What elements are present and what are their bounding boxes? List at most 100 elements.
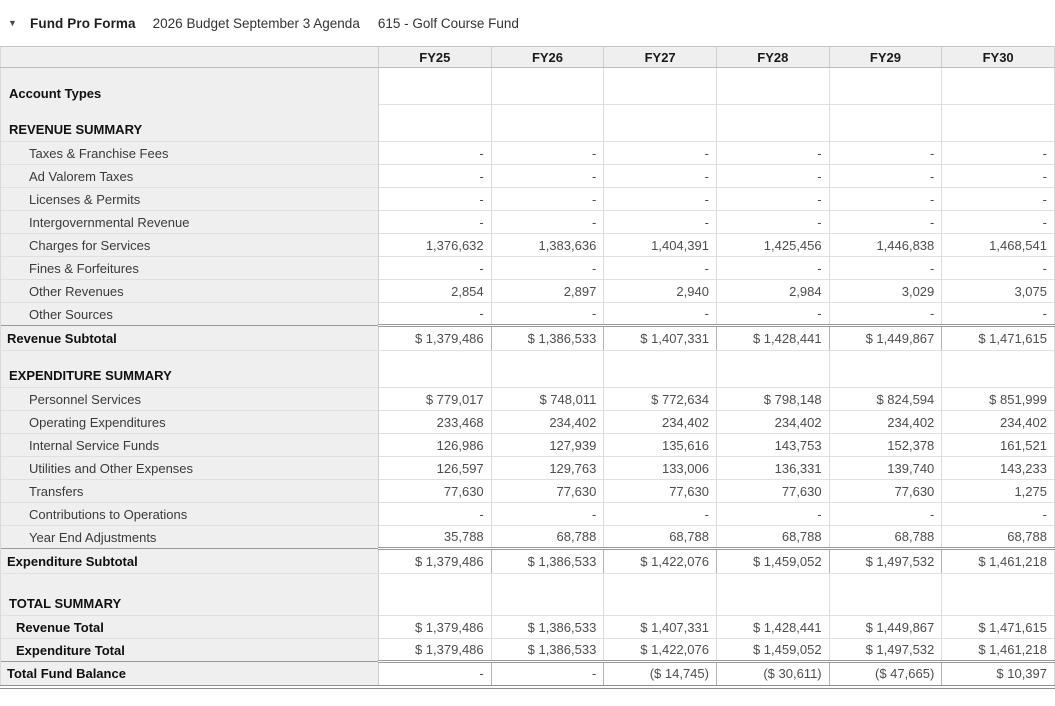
value-cell: -: [828, 164, 942, 188]
value-cell: -: [828, 502, 942, 526]
value-cell: -: [378, 256, 492, 280]
value-cell: $ 1,497,532: [828, 547, 942, 574]
value-cell: -: [715, 187, 830, 211]
row-label: Other Sources: [0, 302, 379, 326]
value-cell: -: [603, 141, 717, 165]
value-cell: -: [941, 141, 1055, 165]
fund-context-label: 615 - Golf Course Fund: [377, 15, 519, 31]
value-cell: 68,788: [828, 525, 942, 549]
value-cell: 77,630: [715, 479, 830, 503]
value-cell: [941, 104, 1055, 142]
value-cell: 1,275: [941, 479, 1055, 503]
table-row: TOTAL SUMMARY: [0, 573, 1055, 616]
value-cell: -: [490, 660, 604, 689]
value-cell: [941, 573, 1055, 616]
value-cell: -: [603, 256, 717, 280]
table-row: Taxes & Franchise Fees - - - - - -: [0, 141, 1055, 165]
value-cell: -: [715, 302, 830, 326]
value-cell: -: [603, 187, 717, 211]
value-cell: -: [490, 256, 604, 280]
value-cell: $ 1,386,533: [490, 547, 604, 574]
value-cell: [828, 350, 942, 388]
value-cell: 127,939: [490, 433, 604, 457]
value-cell: -: [941, 256, 1055, 280]
row-label: Revenue Total: [0, 615, 379, 639]
value-cell: -: [715, 210, 830, 234]
value-cell: $ 10,397: [941, 660, 1055, 689]
row-label: Revenue Subtotal: [0, 325, 379, 351]
value-cell: 77,630: [828, 479, 942, 503]
table-row: Ad Valorem Taxes - - - - - -: [0, 164, 1055, 188]
table-row: Contributions to Operations - - - - - -: [0, 502, 1055, 526]
row-label: Licenses & Permits: [0, 187, 379, 211]
value-cell: -: [828, 187, 942, 211]
value-cell: -: [378, 210, 492, 234]
row-label: Transfers: [0, 479, 379, 503]
value-cell: ($ 47,665): [828, 660, 942, 689]
value-cell: [490, 104, 604, 142]
value-cell: $ 1,471,615: [941, 615, 1055, 639]
value-cell: 77,630: [603, 479, 717, 503]
value-cell: -: [378, 502, 492, 526]
value-cell: [490, 67, 604, 105]
table-row: EXPENDITURE SUMMARY: [0, 350, 1055, 388]
value-cell: -: [941, 502, 1055, 526]
value-cell: 126,986: [378, 433, 492, 457]
value-cell: 143,753: [715, 433, 830, 457]
value-cell: 1,404,391: [603, 233, 717, 257]
table-row: Revenue Total $ 1,379,486 $ 1,386,533 $ 1,4…: [0, 615, 1055, 639]
table-row: Total Fund Balance - - ($ 14,745) ($ 30,611)…: [0, 660, 1055, 689]
value-cell: -: [490, 302, 604, 326]
value-cell: 77,630: [490, 479, 604, 503]
table-row: Operating Expenditures 233,468 234,402 234,…: [0, 410, 1055, 434]
value-cell: $ 748,011: [490, 387, 604, 411]
value-cell: 2,897: [490, 279, 604, 303]
value-cell: 68,788: [603, 525, 717, 549]
value-cell: [603, 350, 717, 388]
value-cell: [715, 350, 830, 388]
value-cell: -: [715, 256, 830, 280]
value-cell: [378, 67, 492, 105]
value-cell: 129,763: [490, 456, 604, 480]
value-cell: -: [490, 187, 604, 211]
value-cell: -: [941, 187, 1055, 211]
value-cell: -: [828, 256, 942, 280]
value-cell: -: [941, 164, 1055, 188]
value-cell: [603, 104, 717, 142]
value-cell: -: [378, 187, 492, 211]
page-title: Fund Pro Forma: [30, 15, 136, 31]
value-cell: 126,597: [378, 456, 492, 480]
value-cell: [828, 67, 942, 105]
pro-forma-table-body: Account Types REVENUE SUMMARY Taxes & Fran…: [0, 67, 1055, 689]
value-cell: [490, 573, 604, 616]
column-header: FY27: [603, 46, 717, 68]
row-label: Expenditure Subtotal: [0, 548, 379, 574]
value-cell: [490, 350, 604, 388]
column-header: FY30: [941, 46, 1055, 68]
value-cell: -: [378, 302, 492, 326]
row-label: Utilities and Other Expenses: [0, 456, 379, 480]
value-cell: -: [715, 141, 830, 165]
row-label: EXPENDITURE SUMMARY: [0, 350, 379, 388]
value-cell: $ 1,459,052: [715, 547, 830, 574]
column-header: FY29: [828, 46, 942, 68]
budget-context-label: 2026 Budget September 3 Agenda: [152, 15, 360, 31]
value-cell: 234,402: [490, 410, 604, 434]
row-label: Account Types: [0, 67, 379, 105]
value-cell: [715, 573, 830, 616]
table-row: Intergovernmental Revenue - - - - - -: [0, 210, 1055, 234]
value-cell: $ 1,428,441: [715, 615, 830, 639]
value-cell: $ 1,407,331: [603, 615, 717, 639]
value-cell: -: [828, 141, 942, 165]
row-label: Ad Valorem Taxes: [0, 164, 379, 188]
value-cell: -: [603, 302, 717, 326]
value-cell: -: [603, 164, 717, 188]
collapse-triangle-icon[interactable]: ▼: [8, 17, 17, 28]
value-cell: $ 1,422,076: [603, 638, 717, 662]
value-cell: -: [715, 164, 830, 188]
value-cell: -: [490, 210, 604, 234]
row-label: REVENUE SUMMARY: [0, 104, 379, 142]
row-label: Year End Adjustments: [0, 525, 379, 549]
value-cell: -: [828, 210, 942, 234]
value-cell: 143,233: [941, 456, 1055, 480]
